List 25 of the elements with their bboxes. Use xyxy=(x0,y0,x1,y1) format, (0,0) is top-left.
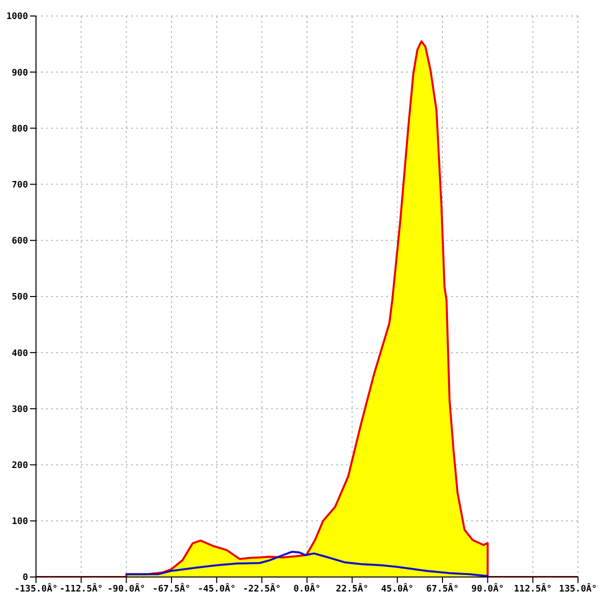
x-tick-label: -135.0Â° xyxy=(14,582,58,594)
x-tick-label: 45.0Â° xyxy=(381,582,414,594)
y-tick-label: 400 xyxy=(12,348,28,359)
x-tick-label: 67.5Â° xyxy=(426,582,459,594)
y-tick-label: 500 xyxy=(12,292,28,303)
x-tick-label: 135.0Â° xyxy=(559,582,597,594)
x-tick-label: 112.5Â° xyxy=(514,582,552,594)
x-tick-label: -67.5Â° xyxy=(152,582,190,594)
y-tick-label: 600 xyxy=(12,236,28,247)
x-tick-label: -45.0Â° xyxy=(198,582,236,594)
x-tick-label: 22.5Â° xyxy=(336,582,368,594)
y-tick-label: 100 xyxy=(12,517,28,528)
y-tick-label: 300 xyxy=(12,404,28,415)
y-tick-label: 200 xyxy=(12,460,28,471)
x-tick-label: 0.0Â° xyxy=(293,582,321,594)
y-tick-label: 700 xyxy=(12,180,28,190)
y-tick-label: 900 xyxy=(12,68,28,78)
y-tick-label: 1000 xyxy=(6,12,28,22)
y-tick-label: 0 xyxy=(22,573,28,584)
line-series xyxy=(125,550,489,577)
x-tick-label: 90.0Â° xyxy=(471,582,504,594)
x-tick-label: -90.0Â° xyxy=(107,582,146,594)
x-tick-label: -112.5Â° xyxy=(59,582,103,594)
x-tick-label: -22.5Â° xyxy=(242,582,281,594)
y-tick-label: 800 xyxy=(12,124,28,134)
